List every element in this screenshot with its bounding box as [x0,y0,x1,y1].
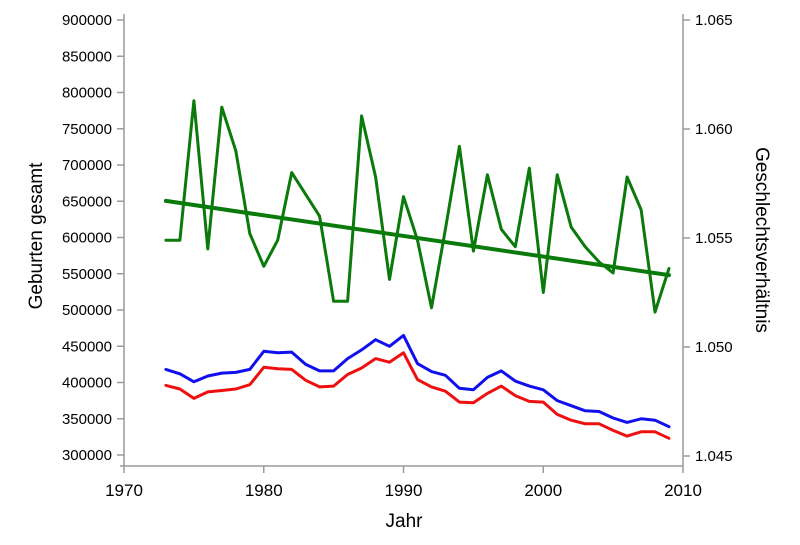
x-tick-label: 1980 [245,481,283,500]
y-left-tick-label: 700000 [62,157,112,174]
y-left-tick-label: 500000 [62,302,112,319]
y-left-tick-label: 350000 [62,411,112,428]
y-right-axis-title: Geschlechtsverhältnis [751,147,772,333]
axes [120,14,684,467]
ratio-series-line [164,99,671,314]
x-tick-label: 1990 [385,481,423,500]
y-left-tick-label: 550000 [62,266,112,283]
y-right-tick-label: 1.065 [695,12,733,29]
blue-series-line [164,333,671,429]
x-tick-label: 2010 [664,481,702,500]
series-layer [163,99,671,440]
y-left-tick-label: 800000 [62,85,112,102]
y-left-tick-label: 600000 [62,230,112,247]
y-right-tick-label: 1.050 [695,339,733,356]
x-tick-label: 2000 [524,481,562,500]
y-right-tick-label: 1.060 [695,121,733,138]
y-right-tick-label: 1.045 [695,448,733,465]
y-left-axis-title: Geburten gesamt [26,162,47,310]
y-left-tick-label: 750000 [62,121,112,138]
y-left-tick-label: 400000 [62,375,112,392]
y-left-tick-label: 850000 [62,48,112,65]
y-left-tick-label: 900000 [62,12,112,29]
y-left-tick-label: 450000 [62,338,112,355]
red-series-line [164,351,671,440]
x-axis-title: Jahr [386,511,424,532]
ticks: 1970 1980 1990 2000 2010 300000 350000 400000 45… [62,12,733,500]
trend-line [163,198,671,278]
y-left-tick-label: 300000 [62,447,112,464]
x-tick-label: 1970 [105,481,143,500]
y-right-tick-label: 1.055 [695,230,733,247]
y-left-tick-label: 650000 [62,193,112,210]
